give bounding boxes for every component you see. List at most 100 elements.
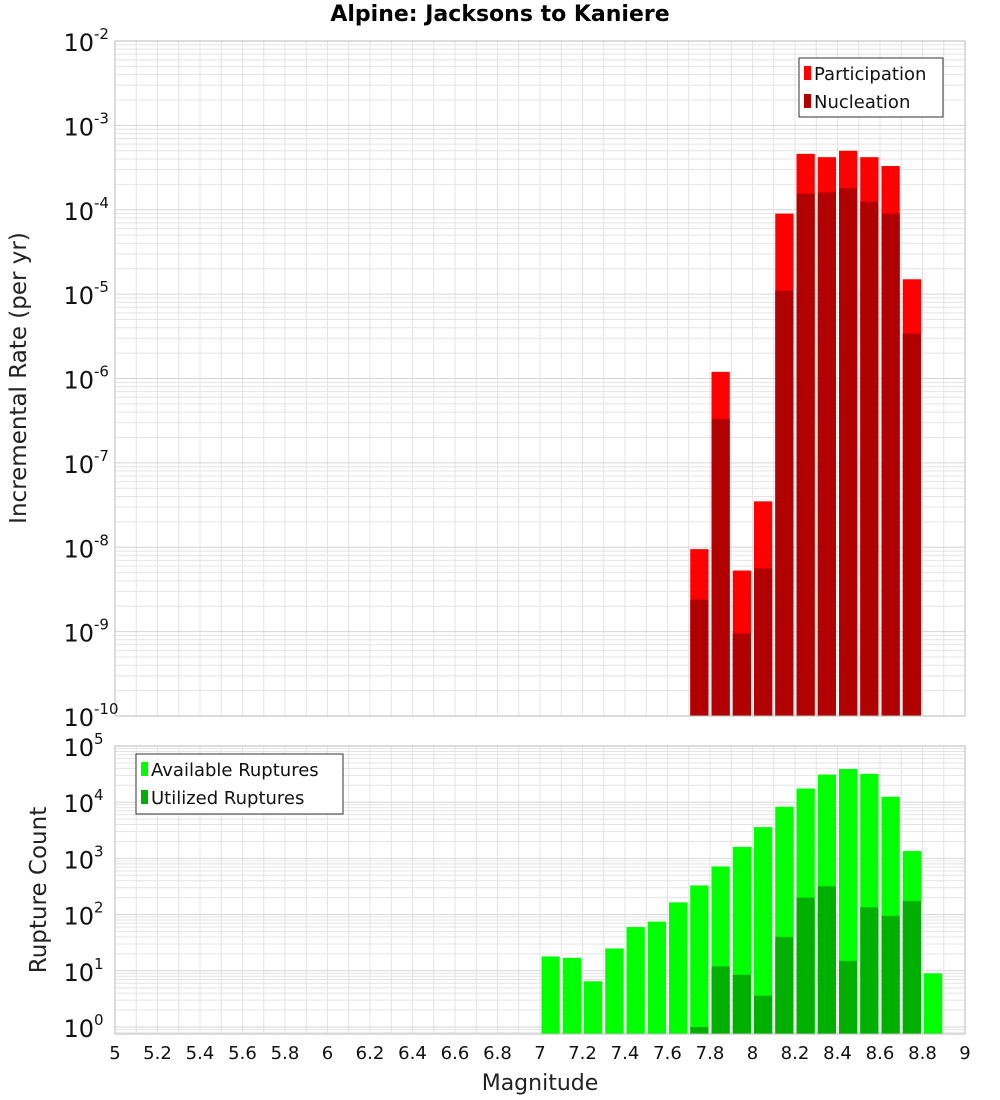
bottom-ylabel: Rupture Count <box>26 807 52 973</box>
rate-bar-nucleation <box>860 201 879 716</box>
rate-bar-nucleation <box>711 419 730 716</box>
x-tick-label: 6.6 <box>441 1043 470 1064</box>
rate-ytick-base: 10 <box>63 535 94 563</box>
rate-legend-label: Nucleation <box>814 92 910 113</box>
x-axis-label: Magnitude <box>482 1071 599 1096</box>
rate-legend-swatch <box>804 94 811 108</box>
count-legend-label: Utilized Ruptures <box>151 788 304 809</box>
count-ytick-base: 10 <box>63 734 94 762</box>
count-ytick-exponent: 0 <box>94 1011 104 1029</box>
count-ytick-base: 10 <box>63 959 94 987</box>
rate-bar-nucleation <box>732 633 751 716</box>
x-tick-label: 7.8 <box>696 1043 725 1064</box>
count-bar-available-ruptures <box>605 948 624 1034</box>
count-bar-available-ruptures <box>562 957 581 1034</box>
x-tick-label: 6.2 <box>356 1043 385 1064</box>
count-legend-swatch <box>141 790 148 804</box>
count-bar-available-ruptures <box>924 973 943 1034</box>
count-ytick-base: 10 <box>63 903 94 931</box>
rate-bar-nucleation <box>775 290 794 716</box>
rate-bar-nucleation <box>817 192 836 717</box>
x-tick-label: 8 <box>747 1043 758 1064</box>
count-bar-utilized-ruptures <box>690 1026 709 1034</box>
x-tick-label: 6.8 <box>483 1043 512 1064</box>
count-bar-available-ruptures <box>584 981 603 1034</box>
x-tick-label: 9 <box>959 1043 970 1064</box>
x-tick-label: 7 <box>534 1043 545 1064</box>
count-bar-utilized-ruptures <box>796 897 815 1034</box>
count-ytick-base: 10 <box>63 846 94 874</box>
rate-ytick-exponent: -3 <box>94 109 109 127</box>
count-legend-swatch <box>141 762 148 776</box>
rate-ytick-base: 10 <box>63 29 94 57</box>
rate-bar-nucleation <box>902 333 921 716</box>
rate-ytick-exponent: -5 <box>94 278 109 296</box>
x-tick-label: 5.6 <box>228 1043 257 1064</box>
rate-ytick-exponent: -8 <box>94 531 109 549</box>
top-ylabel: Incremental Rate (per yr) <box>6 232 32 524</box>
rate-ytick-exponent: -2 <box>94 25 109 43</box>
x-tick-label: 5.8 <box>271 1043 300 1064</box>
x-tick-label: 7.6 <box>653 1043 682 1064</box>
count-ytick-exponent: 5 <box>94 730 104 748</box>
x-tick-label: 8.6 <box>866 1043 895 1064</box>
count-bar-available-ruptures <box>690 885 709 1034</box>
rate-ytick-base: 10 <box>63 198 94 226</box>
count-ytick-exponent: 2 <box>94 899 104 917</box>
rate-ytick-exponent: -4 <box>94 194 109 212</box>
count-bar-available-ruptures <box>754 827 773 1034</box>
rate-bar-nucleation <box>839 188 858 717</box>
count-ytick-base: 10 <box>63 1015 94 1043</box>
rate-ytick-exponent: -9 <box>94 616 109 634</box>
x-tick-label: 8.8 <box>908 1043 937 1064</box>
count-bar-utilized-ruptures <box>732 974 751 1034</box>
count-bar-utilized-ruptures <box>817 886 836 1034</box>
count-ytick-base: 10 <box>63 790 94 818</box>
rate-ytick-base: 10 <box>63 282 94 310</box>
count-bar-utilized-ruptures <box>860 907 879 1034</box>
x-tick-label: 7.2 <box>568 1043 597 1064</box>
rate-ytick-exponent: -7 <box>94 447 109 465</box>
rate-bar-nucleation <box>754 568 773 716</box>
count-bar-utilized-ruptures <box>711 966 730 1034</box>
count-bar-utilized-ruptures <box>881 915 900 1034</box>
count-legend-box <box>135 753 344 815</box>
rate-ytick-exponent: -6 <box>94 363 109 381</box>
count-bar-available-ruptures <box>541 956 560 1034</box>
rate-legend-box <box>798 57 944 118</box>
x-tick-label: 5.4 <box>186 1043 215 1064</box>
rate-ytick-base: 10 <box>63 113 94 141</box>
rate-ytick-exponent: -10 <box>94 700 119 718</box>
count-legend-label: Available Ruptures <box>151 760 319 781</box>
rate-legend-label: Participation <box>814 64 926 85</box>
rate-ytick-base: 10 <box>63 620 94 648</box>
rate-bar-nucleation <box>796 193 815 716</box>
x-tick-label: 6.4 <box>398 1043 427 1064</box>
count-bar-utilized-ruptures <box>754 995 773 1034</box>
count-bar-available-ruptures <box>647 921 666 1034</box>
count-bar-utilized-ruptures <box>775 936 794 1034</box>
count-ytick-exponent: 3 <box>94 842 104 860</box>
count-bar-utilized-ruptures <box>902 900 921 1034</box>
x-tick-label: 6 <box>322 1043 333 1064</box>
count-bar-utilized-ruptures <box>839 960 858 1034</box>
x-tick-label: 5.2 <box>143 1043 172 1064</box>
x-tick-label: 7.4 <box>611 1043 640 1064</box>
count-plot-frame <box>114 745 966 1035</box>
rate-legend-swatch <box>804 66 811 80</box>
count-ytick-exponent: 4 <box>94 786 104 804</box>
rate-plot-frame <box>114 40 966 717</box>
rate-bar-nucleation <box>881 213 900 717</box>
count-ytick-exponent: 1 <box>94 955 104 973</box>
x-tick-label: 5 <box>109 1043 120 1064</box>
chart-title: Alpine: Jacksons to Kaniere <box>330 2 670 27</box>
count-bar-available-ruptures <box>669 902 688 1034</box>
rate-bar-nucleation <box>690 599 709 716</box>
rate-ytick-base: 10 <box>63 451 94 479</box>
x-tick-label: 8.2 <box>781 1043 810 1064</box>
rate-ytick-base: 10 <box>63 367 94 395</box>
rate-ytick-base: 10 <box>63 704 94 732</box>
count-bar-available-ruptures <box>626 927 645 1034</box>
x-tick-label: 8.4 <box>823 1043 852 1064</box>
